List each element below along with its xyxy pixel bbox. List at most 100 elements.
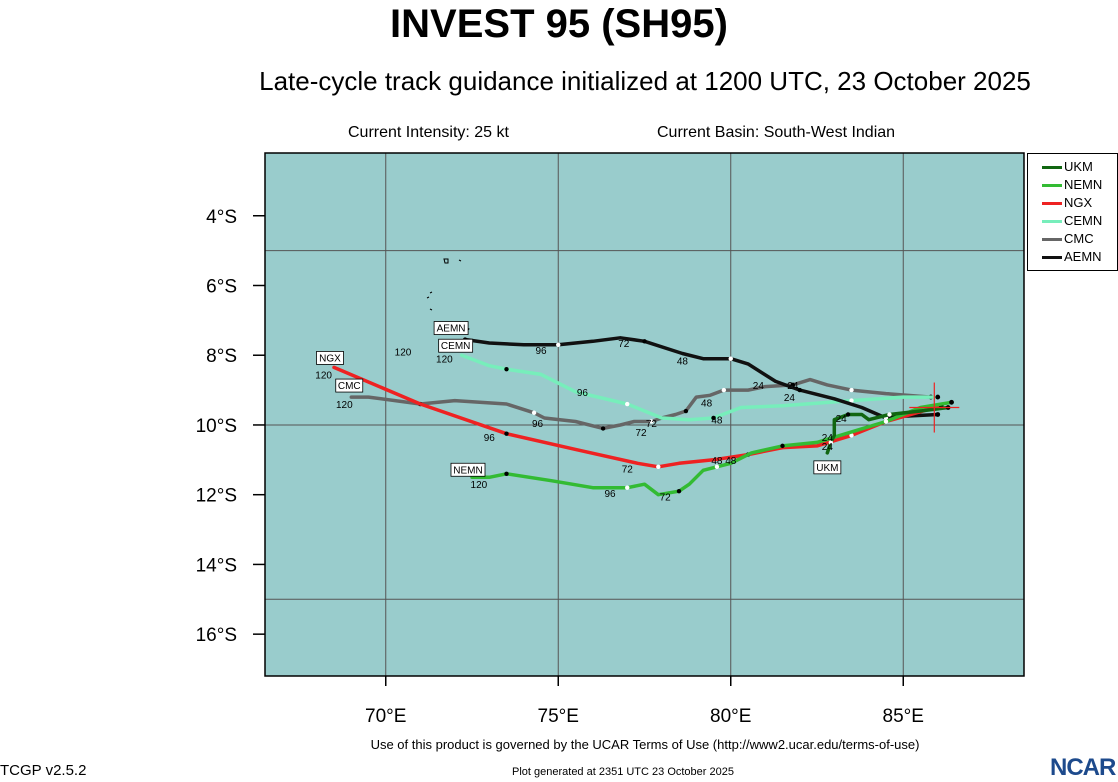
track-lines [332, 336, 954, 497]
x-tick-label: 85°E [883, 706, 924, 727]
x-tick-label: 75°E [538, 706, 579, 727]
track-marker-ukm [845, 412, 851, 417]
track-marker-ngx [656, 464, 661, 469]
legend-swatch [1042, 220, 1062, 223]
current-intensity: Current Intensity: 25 kt [348, 124, 509, 141]
plot-frame [264, 152, 1025, 677]
forecast-hour-label: 72 [660, 492, 672, 503]
track-marker-cemn [849, 398, 854, 403]
grid-lines [265, 153, 1024, 676]
track-cmc [349, 377, 933, 431]
forecast-hour-label: 120 [395, 348, 412, 359]
forecast-hour-label: 48 [711, 456, 723, 467]
track-marker-aemn [642, 339, 647, 344]
x-tick-label: 80°E [710, 706, 751, 727]
forecast-hour-label: 120 [315, 370, 332, 381]
track-marker-cmc [683, 408, 689, 414]
end-label-box-ngx [316, 351, 344, 365]
y-tick-label: 4°S [206, 207, 237, 228]
legend-label: NEMN [1064, 177, 1103, 192]
track-marker-aemn [728, 356, 733, 361]
end-label-box-nemn [450, 462, 486, 477]
forecast-hour-label: 96 [532, 419, 544, 430]
forecast-hour-label: 24 [822, 433, 834, 444]
legend-swatch [1042, 166, 1062, 169]
track-marker-nemn [883, 419, 889, 424]
track-aemn [463, 336, 940, 420]
forecast-hour-label: 120 [336, 400, 353, 411]
end-label-box-ukm [813, 460, 842, 475]
forecast-hour-label: 48 [725, 456, 737, 467]
forecast-hour-label: 24 [787, 381, 799, 392]
track-marker-nemn [676, 489, 682, 494]
end-label-cemn: CEMN [441, 341, 470, 352]
track-marker-ukm [887, 412, 892, 417]
y-tick-label: 6°S [206, 276, 237, 297]
forecast-hour-label: 24 [753, 381, 765, 392]
legend-label: NGX [1064, 195, 1093, 210]
ncar-logo: NCAR [1050, 754, 1116, 781]
forecast-hour-label: 96 [535, 346, 547, 357]
forecast-hour-label: 72 [618, 339, 630, 350]
forecast-hour-label: 120 [471, 480, 488, 491]
end-label-box-cemn [438, 338, 474, 353]
track-ngx [332, 365, 943, 469]
end-label-cmc: CMC [338, 381, 361, 392]
track-start-nemn [949, 399, 954, 405]
legend-label: CEMN [1064, 213, 1103, 228]
track-marker-cemn [711, 415, 716, 421]
current-basin: Current Basin: South-West Indian [657, 124, 896, 141]
track-nemn [470, 400, 954, 497]
legend-swatch [1042, 238, 1062, 241]
track-marker-nemn [780, 443, 785, 449]
track-marker-cemn [625, 401, 630, 407]
chart-title: INVEST 95 (SH95) [390, 2, 728, 46]
track-ukm [825, 405, 950, 455]
version-label: TCGP v2.5.2 [0, 762, 87, 779]
end-label-nemn: NEMN [453, 465, 482, 476]
track-marker-nemn [504, 471, 509, 476]
track-marker-nemn [625, 485, 630, 490]
track-marker-cmc [600, 426, 606, 431]
track-marker-cmc [531, 410, 537, 415]
track-marker-ngx [504, 431, 509, 436]
legend-swatch [1042, 256, 1062, 259]
forecast-hour-label: 120 [436, 355, 453, 366]
end-label-ngx: NGX [319, 353, 341, 364]
y-tick-label: 16°S [196, 625, 237, 646]
chart-subtitle: Late-cycle track guidance initialized at… [259, 66, 1031, 96]
model-end-labels: UKM NEMN NGX CEMN CMC AEMN [316, 321, 842, 477]
forecast-hour-label: 48 [701, 398, 713, 409]
track-marker-cemn [504, 366, 509, 372]
axes: 70°E 75°E 80°E 85°E 4°S 6°S 8°S 10°S 12°S 14°S 16°… [196, 207, 924, 727]
y-tick-label: 8°S [206, 346, 237, 367]
forecast-hour-label: 48 [711, 416, 723, 427]
forecast-hour-label: 72 [646, 419, 658, 430]
track-marker-aemn [556, 342, 561, 347]
forecast-hour-label: 96 [484, 433, 496, 444]
forecast-hour-label: 72 [622, 465, 634, 476]
forecast-hour-label: 72 [635, 428, 647, 439]
track-marker-cmc [649, 419, 654, 424]
y-tick-label: 12°S [196, 486, 237, 507]
track-marker-aemn [797, 387, 802, 393]
forecast-hour-label: 96 [577, 388, 589, 399]
track-start-aemn [935, 412, 941, 417]
forecast-hour-label: 24 [822, 442, 834, 453]
end-label-box-cmc [335, 378, 364, 393]
current-position-marker [909, 382, 960, 433]
track-marker-ukm [828, 440, 833, 445]
y-tick-label: 14°S [196, 555, 237, 576]
terms-of-use: Use of this product is governed by the U… [370, 737, 920, 752]
legend-label: CMC [1064, 231, 1094, 246]
forecast-hour-label: 48 [677, 356, 689, 367]
forecast-hour-label: 96 [604, 489, 616, 500]
end-label-ukm: UKM [816, 463, 838, 474]
forecast-hour-label: 24 [836, 414, 848, 425]
track-marker-nemn [714, 464, 720, 469]
x-tick-label: 70°E [365, 706, 406, 727]
forecast-hour-label: 24 [784, 393, 796, 404]
track-marker-cmc [849, 387, 854, 393]
legend-label: AEMN [1064, 249, 1102, 264]
